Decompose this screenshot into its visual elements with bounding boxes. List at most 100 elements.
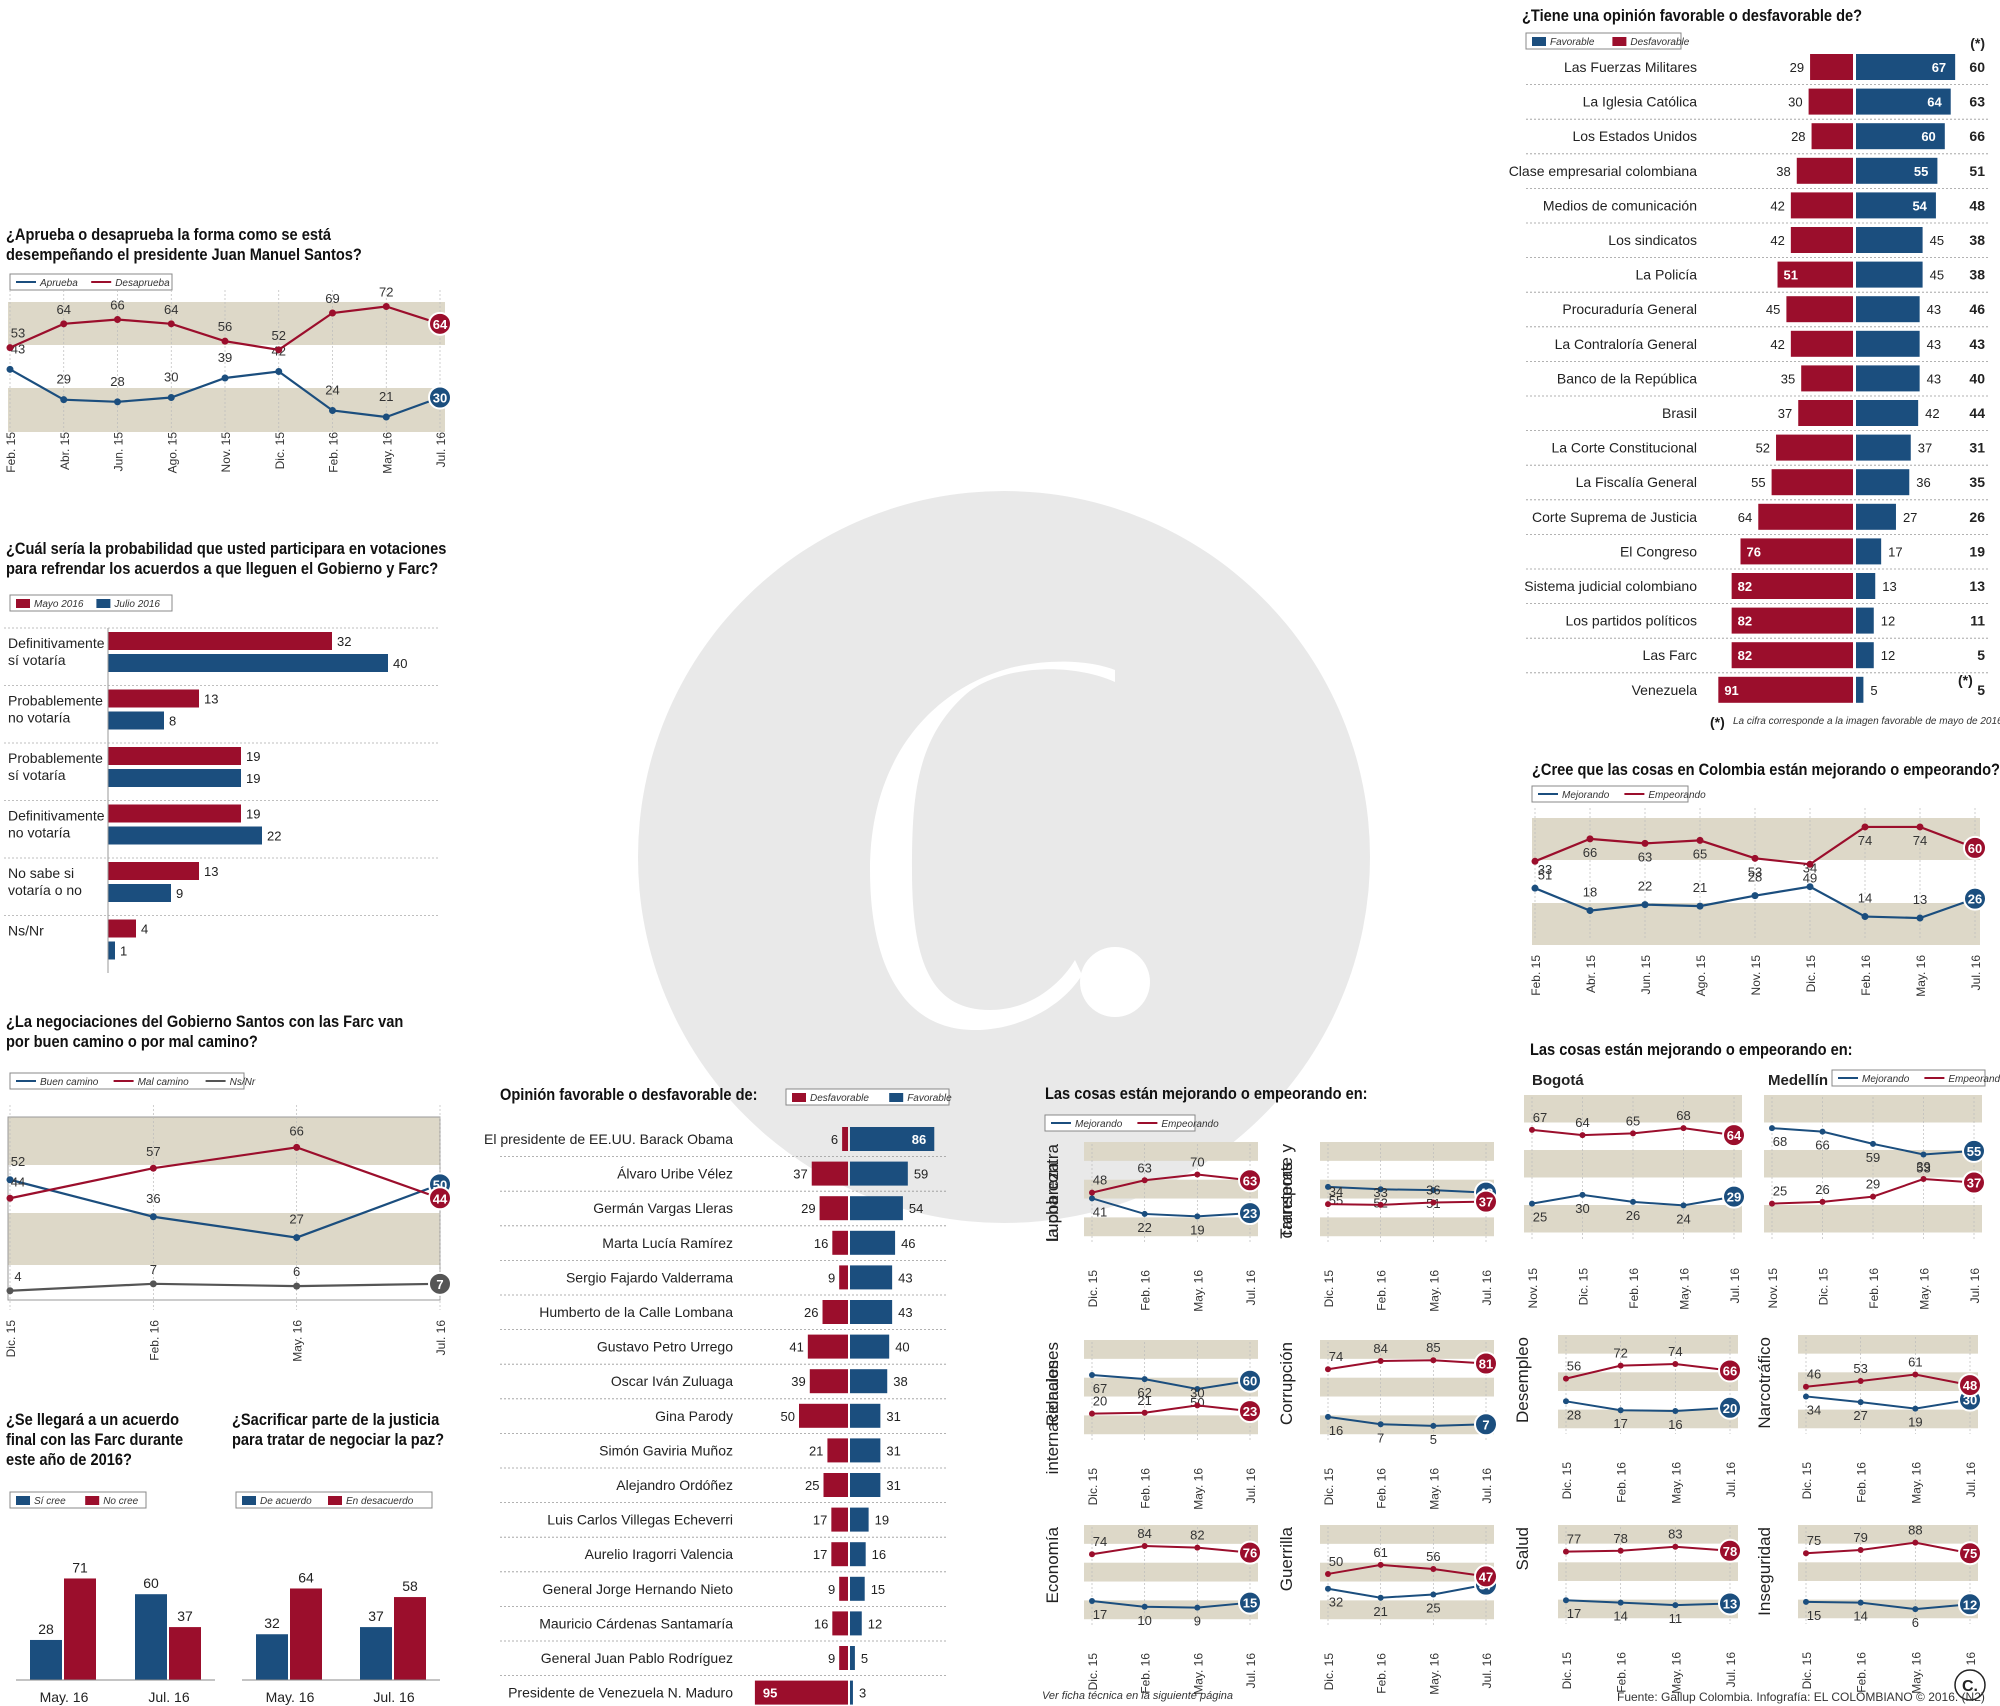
bar — [108, 654, 388, 672]
category-label: votaría o no — [8, 882, 82, 898]
end-value-label: 30 — [433, 391, 447, 406]
category-label: Ns/Nr — [8, 923, 44, 939]
data-label: 27 — [1853, 1408, 1867, 1423]
panel-label: Economía — [1043, 1526, 1062, 1603]
data-label: 62 — [1137, 1385, 1151, 1400]
panel-label: Corrupción — [1277, 1342, 1296, 1425]
data-label: 15 — [1807, 1608, 1821, 1623]
data-point — [1819, 1128, 1826, 1135]
x-tick-label: May. 16 — [1427, 1270, 1441, 1312]
bar-value: 43 — [898, 1305, 912, 1320]
data-point — [1857, 1399, 1864, 1406]
x-tick-label: May. 16 — [1427, 1468, 1441, 1510]
data-point — [1819, 1198, 1826, 1205]
x-tick-label: Ago. 15 — [1694, 955, 1708, 997]
legend-label: Buen camino — [40, 1077, 99, 1088]
ciudades-title: Las cosas están mejorando o empeorando e… — [1530, 1040, 1853, 1059]
bar — [135, 1594, 167, 1680]
data-label: 24 — [1676, 1211, 1690, 1226]
data-label: 48 — [1093, 1173, 1107, 1188]
bar — [108, 884, 171, 902]
bar-unfavorable — [1718, 676, 1853, 703]
bar-favorable — [1856, 469, 1910, 496]
data-point — [1563, 1548, 1569, 1555]
x-tick-label: Jul. 16 — [434, 432, 448, 468]
bar — [108, 862, 199, 880]
category-label: La Fiscalía General — [1576, 474, 1697, 490]
data-point — [275, 346, 283, 354]
bar-unfavorable — [1790, 330, 1853, 357]
data-label: 16 — [1329, 1423, 1343, 1438]
bar-favorable — [1856, 573, 1876, 599]
bar-value: 26 — [804, 1305, 818, 1320]
category-label: Venezuela — [1632, 682, 1698, 698]
bar-value: 58 — [402, 1578, 418, 1594]
bar-value: 16 — [814, 1616, 828, 1631]
bar-value: 46 — [901, 1236, 915, 1251]
category-label: Simón Gaviria Muñoz — [599, 1442, 733, 1458]
bar-unfavorable — [1808, 88, 1853, 115]
bar-unfavorable — [832, 1611, 848, 1636]
bar-favorable — [1856, 54, 1956, 80]
series-line-0 — [1091, 1197, 1251, 1218]
x-tick-label: Feb. 16 — [1375, 1468, 1389, 1509]
bar-value: 29 — [1790, 60, 1804, 75]
x-tick-label: Jul. 16 — [1969, 955, 1983, 991]
legend-label: Favorable — [907, 1093, 952, 1104]
x-tick-label: May. 16 — [1191, 1468, 1205, 1510]
background-band — [1798, 1599, 1978, 1619]
background-band — [1558, 1525, 1738, 1544]
end-value-label: 7 — [436, 1277, 443, 1292]
x-tick-label: Feb. 16 — [1615, 1462, 1629, 1503]
data-label: 59 — [1866, 1150, 1880, 1165]
bar-value: 37 — [177, 1608, 193, 1624]
data-point — [1141, 1177, 1148, 1184]
category-label: Aurelio Iragorri Valencia — [585, 1546, 734, 1562]
x-tick-label: Jul. 16 — [373, 1689, 414, 1705]
bar-value: 31 — [886, 1409, 900, 1424]
bar-unfavorable — [1777, 261, 1853, 288]
bar-value: 3 — [859, 1686, 866, 1701]
background-band — [1320, 1600, 1494, 1620]
bar-unfavorable — [809, 1369, 848, 1394]
panel-label: Guerrilla — [1277, 1526, 1296, 1591]
bar-unfavorable — [807, 1334, 848, 1359]
bar-favorable — [1856, 192, 1936, 219]
data-point — [1803, 1550, 1809, 1557]
data-point — [6, 344, 14, 352]
data-point — [1641, 901, 1649, 909]
bar — [30, 1639, 62, 1680]
data-point — [1430, 1591, 1437, 1598]
end-value-label: 60 — [1243, 1374, 1257, 1389]
x-tick-label: Dic. 15 — [1086, 1270, 1100, 1308]
legend-label: Mejorando — [1562, 790, 1610, 801]
data-point — [1857, 1546, 1864, 1553]
data-label: 46 — [1807, 1367, 1821, 1382]
category-label: Germán Vargas Lleras — [593, 1200, 733, 1216]
data-point — [1579, 1132, 1586, 1139]
data-label: 44 — [11, 1174, 25, 1189]
bar-value: 12 — [868, 1616, 882, 1631]
cosas-title: Las cosas están mejorando o empeorando e… — [1045, 1084, 1368, 1103]
bar-value: 28 — [1791, 129, 1805, 144]
x-tick-label: May. 16 — [40, 1689, 89, 1705]
end-value-badge — [1238, 1201, 1262, 1226]
data-label: 61 — [1908, 1355, 1922, 1370]
bar-value: 19 — [875, 1513, 889, 1528]
bar-favorable — [850, 1507, 869, 1532]
series-line-0 — [1091, 1600, 1251, 1609]
data-label: 30 — [1190, 1385, 1204, 1400]
bar — [108, 689, 199, 708]
data-label: 49 — [1803, 870, 1817, 885]
data-label: 83 — [1668, 1527, 1682, 1542]
x-tick-label: Feb. 15 — [1529, 955, 1543, 996]
bar-favorable — [850, 1438, 881, 1463]
bar-unfavorable — [1740, 538, 1853, 565]
category-label: Luis Carlos Villegas Echeverri — [547, 1512, 733, 1528]
data-point — [1630, 1198, 1636, 1205]
data-label: 53 — [1748, 864, 1762, 879]
bar — [108, 632, 332, 650]
x-tick-label: Feb. 16 — [327, 432, 341, 473]
data-point — [1430, 1566, 1437, 1573]
